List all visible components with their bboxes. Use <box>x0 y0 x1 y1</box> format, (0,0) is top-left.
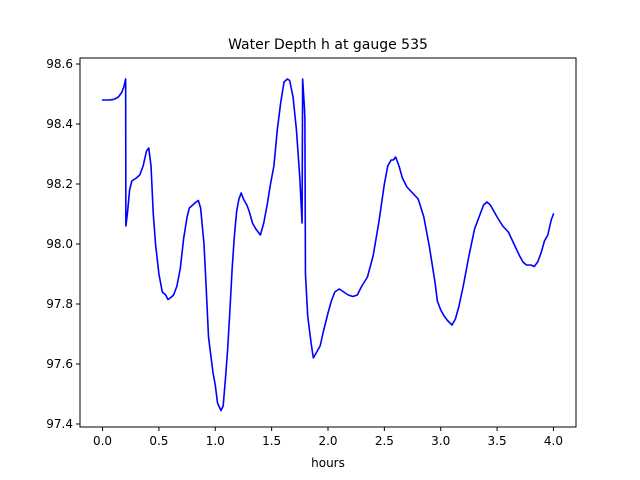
x-tick-label: 3.0 <box>431 434 450 448</box>
x-tick-label: 3.5 <box>488 434 507 448</box>
y-tick-label: 97.8 <box>46 297 73 311</box>
series-line <box>101 78 555 412</box>
y-tick-label: 97.6 <box>46 357 73 371</box>
y-axis: 97.4 97.6 97.8 98.0 98.2 98.4 98.6 <box>46 57 80 431</box>
y-tick-label: 98.0 <box>46 237 73 251</box>
x-tick-label: 2.0 <box>318 434 337 448</box>
x-tick-label: 1.0 <box>206 434 225 448</box>
y-tick-label: 98.2 <box>46 177 73 191</box>
y-tick-label: 98.4 <box>46 117 73 131</box>
x-axis: 0.0 0.5 1.0 1.5 2.0 2.5 3.0 3.5 4.0 <box>93 427 563 448</box>
x-tick-label: 0.5 <box>149 434 168 448</box>
chart-title: Water Depth h at gauge 535 <box>228 37 428 53</box>
plot-area <box>101 78 555 412</box>
x-tick-label: 2.5 <box>375 434 394 448</box>
y-tick-label: 97.4 <box>46 417 73 431</box>
y-tick-label: 98.6 <box>46 57 73 71</box>
x-tick-label: 4.0 <box>544 434 563 448</box>
x-axis-label: hours <box>311 456 345 470</box>
x-tick-label: 1.5 <box>262 434 281 448</box>
x-tick-label: 0.0 <box>93 434 112 448</box>
